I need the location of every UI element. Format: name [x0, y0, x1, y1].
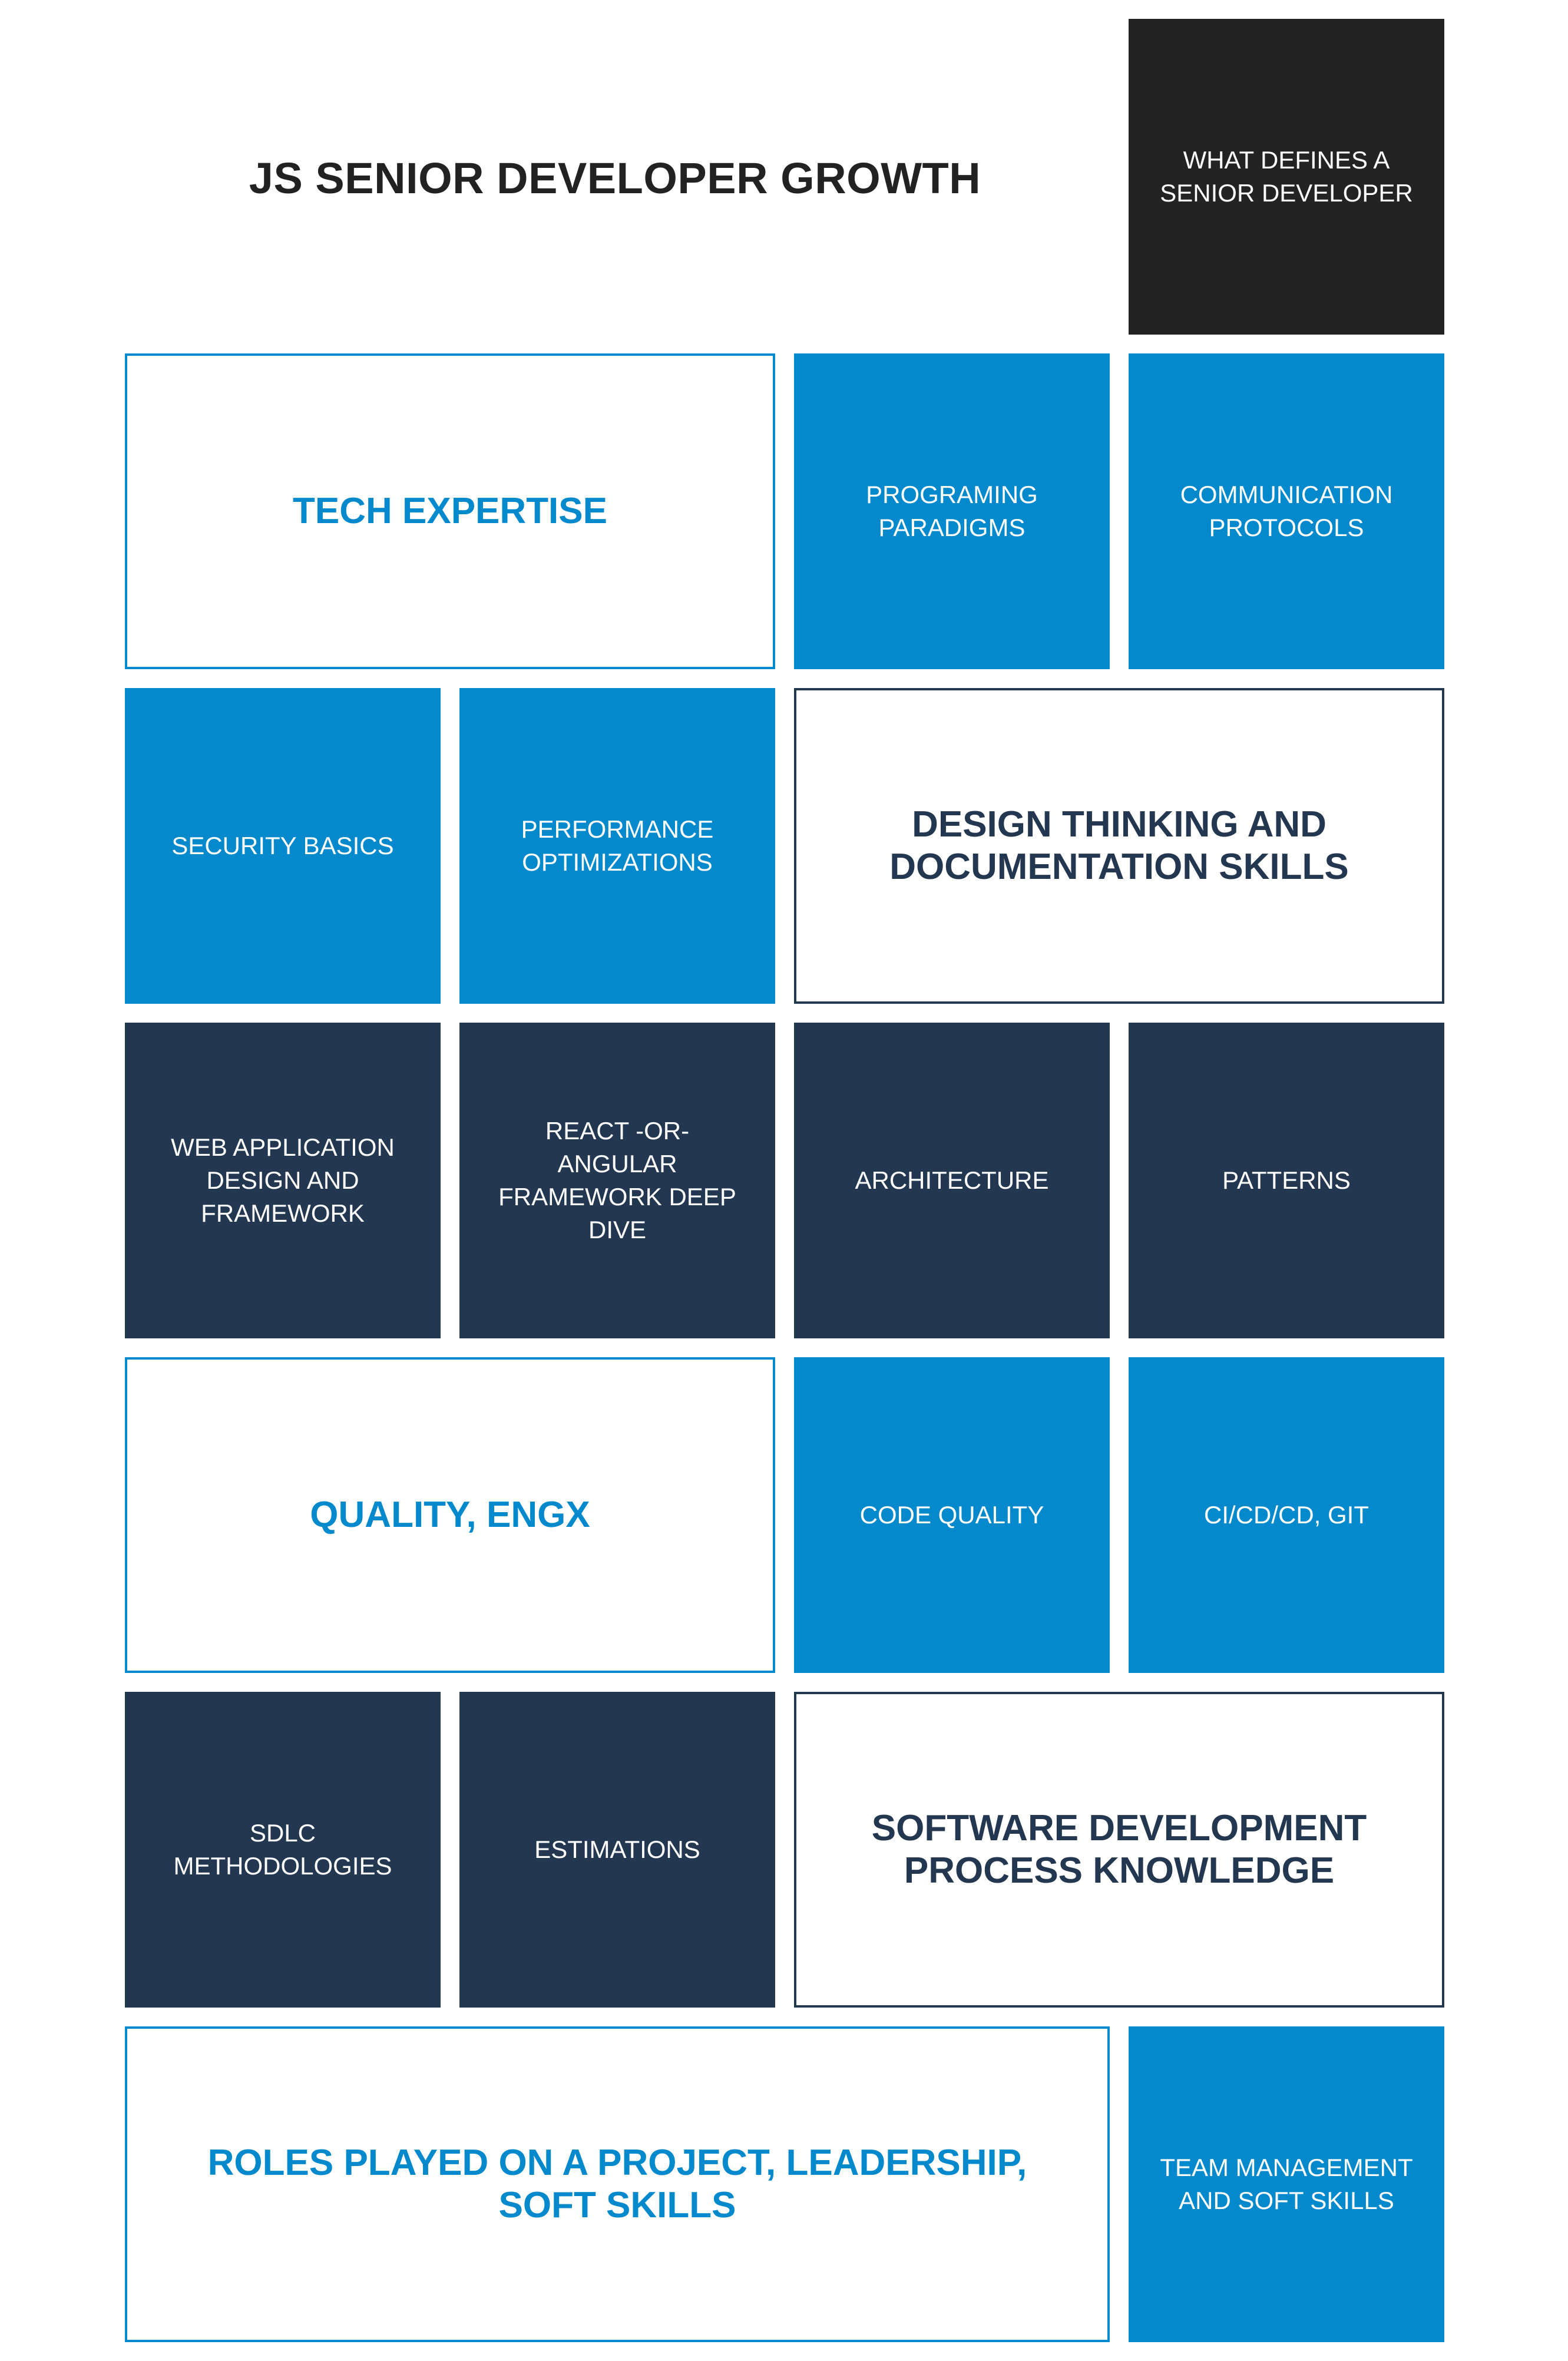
tile-label: CI/CD/CD, GIT	[1204, 1501, 1369, 1529]
tile-patterns[interactable]: PATTERNS	[1129, 1023, 1444, 1338]
section-title: ROLES PLAYED ON A PROJECT, LEADERSHIP, S…	[207, 2142, 1027, 2226]
tile-performance-optimizations[interactable]: PERFORMANCE OPTIMIZATIONS	[459, 688, 775, 1004]
tile-sdlc-methodologies[interactable]: SDLC METHODOLOGIES	[125, 1692, 441, 2008]
page-title-container: JS SENIOR DEVELOPER GROWTH	[125, 137, 1105, 219]
tile-label: COMMUNICATION PROTOCOLS	[1180, 481, 1393, 541]
tile-label: PATTERNS	[1222, 1166, 1351, 1194]
section-roles-leadership[interactable]: ROLES PLAYED ON A PROJECT, LEADERSHIP, S…	[125, 2026, 1110, 2342]
tile-label: PERFORMANCE OPTIMIZATIONS	[521, 815, 714, 876]
tile-code-quality[interactable]: CODE QUALITY	[794, 1357, 1110, 1673]
section-software-development-process[interactable]: SOFTWARE DEVELOPMENT PROCESS KNOWLEDGE	[794, 1692, 1444, 2008]
section-title: QUALITY, ENGX	[310, 1494, 590, 1535]
section-quality-engx[interactable]: QUALITY, ENGX	[125, 1357, 775, 1673]
tile-label: WEB APPLICATION DESIGN AND FRAMEWORK	[171, 1133, 395, 1227]
tile-label: TEAM MANAGEMENT AND SOFT SKILLS	[1160, 2154, 1413, 2214]
section-title: SOFTWARE DEVELOPMENT PROCESS KNOWLEDGE	[871, 1808, 1367, 1891]
tile-security-basics[interactable]: SECURITY BASICS	[125, 688, 441, 1004]
page-title: JS SENIOR DEVELOPER GROWTH	[249, 153, 981, 203]
tile-label: ARCHITECTURE	[855, 1166, 1049, 1194]
tile-label: WHAT DEFINES A SENIOR DEVELOPER	[1160, 146, 1413, 207]
tile-label: SECURITY BASICS	[171, 832, 394, 859]
tile-programming-paradigms[interactable]: PROGRAMING PARADIGMS	[794, 353, 1110, 669]
tile-communication-protocols[interactable]: COMMUNICATION PROTOCOLS	[1129, 353, 1444, 669]
tile-label: CODE QUALITY	[859, 1501, 1044, 1529]
tile-what-defines-senior-developer[interactable]: WHAT DEFINES A SENIOR DEVELOPER	[1129, 19, 1444, 335]
tile-label: SDLC METHODOLOGIES	[173, 1819, 392, 1880]
tile-team-management[interactable]: TEAM MANAGEMENT AND SOFT SKILLS	[1129, 2026, 1444, 2342]
tile-label: ESTIMATIONS	[534, 1836, 700, 1863]
section-title: DESIGN THINKING AND DOCUMENTATION SKILLS	[889, 804, 1349, 887]
tile-estimations[interactable]: ESTIMATIONS	[459, 1692, 775, 2008]
tile-react-angular[interactable]: REACT -OR- ANGULAR FRAMEWORK DEEP DIVE	[459, 1023, 775, 1338]
tile-ci-cd-git[interactable]: CI/CD/CD, GIT	[1129, 1357, 1444, 1673]
tile-architecture[interactable]: ARCHITECTURE	[794, 1023, 1110, 1338]
tile-label: REACT -OR- ANGULAR FRAMEWORK DEEP DIVE	[498, 1117, 736, 1244]
section-title: TECH EXPERTISE	[293, 491, 607, 531]
section-design-thinking[interactable]: DESIGN THINKING AND DOCUMENTATION SKILLS	[794, 688, 1444, 1004]
tile-label: PROGRAMING PARADIGMS	[866, 481, 1038, 541]
section-tech-expertise[interactable]: TECH EXPERTISE	[125, 353, 775, 669]
tile-web-application-design[interactable]: WEB APPLICATION DESIGN AND FRAMEWORK	[125, 1023, 441, 1338]
